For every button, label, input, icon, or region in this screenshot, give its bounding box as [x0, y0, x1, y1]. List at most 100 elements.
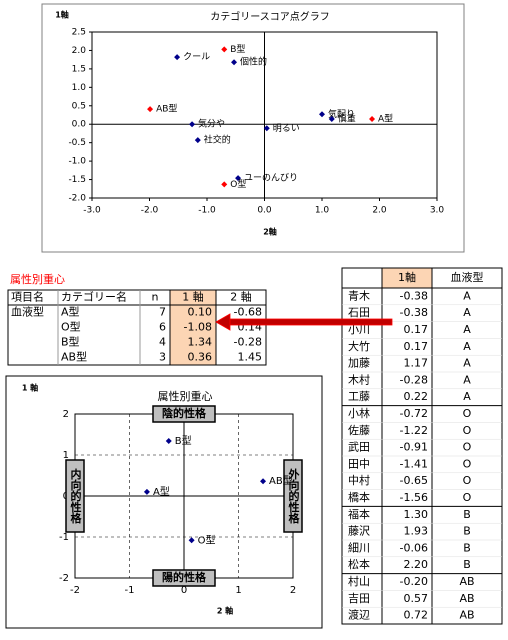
annotation: 陰的性格: [162, 406, 207, 420]
table-cell: -1.22: [400, 424, 428, 437]
table-cell: 0.57: [404, 592, 429, 605]
y-tick-label: 2: [63, 409, 69, 420]
table-cell: O型: [61, 320, 81, 334]
table-cell: 1.93: [404, 525, 429, 538]
point-label: ユーのんびり: [244, 173, 298, 184]
point-label: A型: [153, 485, 170, 498]
point: [189, 121, 196, 128]
table-cell: 村山: [348, 574, 370, 588]
point-label: O型: [230, 179, 246, 190]
table-cell: B: [463, 541, 471, 554]
table-cell: A: [463, 289, 471, 302]
x-tick-label: -2: [70, 585, 80, 596]
table-cell: 小川: [348, 323, 370, 336]
y-tick-label: -1.0: [68, 157, 86, 167]
table-cell: 2.20: [404, 558, 429, 571]
y-tick-label: 0.5: [72, 101, 86, 111]
table-cell: 松本: [348, 557, 370, 571]
table-cell: 0.10: [188, 306, 213, 319]
point: [194, 137, 201, 144]
highlight-cell: [382, 268, 432, 288]
x-tick-label: 1: [235, 585, 241, 596]
link-arrow: [215, 313, 393, 331]
chart-frame: [41, 3, 465, 253]
table-cell: 中村: [348, 473, 370, 487]
point: [319, 111, 325, 118]
y-tick-label: -2.0: [68, 194, 86, 204]
table-cell: AB: [459, 575, 474, 588]
table-cell: B: [463, 558, 471, 571]
table-header: 1 軸: [182, 290, 204, 304]
table-cell: B型: [61, 335, 80, 349]
table-cell: O: [463, 474, 472, 487]
y-tick-label: 2.0: [72, 46, 87, 56]
table-cell: -0.28: [234, 336, 262, 349]
table-cell: A: [463, 306, 471, 319]
table-cell: 青木: [348, 289, 370, 302]
highlight-cell: [170, 350, 216, 365]
point: [165, 438, 172, 445]
table-cell: O: [463, 491, 472, 504]
table-cell: 大竹: [348, 339, 370, 353]
annotation: 内向的性格: [69, 467, 82, 524]
x-tick-label: 1.0: [315, 206, 330, 216]
highlight-cell: [170, 335, 216, 350]
table-cell: 吉田: [348, 592, 370, 605]
point: [235, 175, 242, 182]
x-axis-label: 2 軸: [217, 606, 233, 616]
x-tick-label: 2.0: [372, 206, 387, 216]
annotation-box: [152, 569, 216, 587]
table-cell: A: [463, 340, 471, 353]
y-axis-label: 1 軸: [22, 383, 38, 393]
point: [221, 181, 228, 188]
table-cell: 6: [159, 321, 166, 334]
table-cell: -1.56: [400, 491, 428, 504]
table-cell: 木村: [348, 372, 370, 386]
point: [188, 537, 195, 544]
point-label: 明るい: [273, 123, 300, 134]
highlight-cell: [170, 320, 216, 335]
table-cell: 藤沢: [348, 524, 370, 538]
point-label: A型: [378, 114, 393, 125]
x-tick-label: 0: [181, 585, 187, 596]
table-cell: 小林: [348, 406, 370, 420]
table-header: 血液型: [451, 270, 484, 284]
y-tick-label: 1.5: [72, 64, 86, 74]
point-label: B型: [230, 44, 245, 55]
table-title: 属性別重心: [10, 272, 65, 286]
y-tick-label: 1: [63, 450, 69, 461]
table-cell: -0.38: [400, 306, 428, 319]
table-cell: 1.34: [188, 336, 213, 349]
table-cell: A型: [61, 305, 80, 319]
table-cell: -0.72: [400, 407, 428, 420]
table-cell: B: [463, 508, 471, 521]
table-cell: 橋本: [348, 490, 370, 504]
y-tick-label: 0.0: [72, 120, 87, 130]
point-label: AB型: [156, 104, 177, 115]
point-label: 気分や: [198, 118, 225, 130]
annotation-box: [65, 459, 85, 533]
table-cell: 石田: [348, 306, 370, 319]
y-tick-label: -1.5: [68, 175, 86, 185]
y-tick-label: -0.5: [68, 138, 86, 148]
point: [147, 106, 154, 113]
table-cell: 佐藤: [348, 423, 370, 437]
table-cell: AB型: [61, 350, 87, 364]
x-tick-label: -1.0: [198, 206, 216, 216]
table-cell: 0.36: [188, 351, 213, 364]
table-cell: 細川: [348, 541, 370, 554]
point: [143, 488, 150, 495]
table-cell: 1.17: [404, 357, 429, 370]
point-label: 個性的: [240, 56, 267, 68]
table-cell: -0.06: [400, 541, 428, 554]
point-label: 気配り: [328, 108, 355, 120]
chart-title: 属性別重心: [158, 389, 213, 403]
table-border: [7, 289, 267, 366]
table-cell: B: [463, 525, 471, 538]
table-cell: A: [463, 357, 471, 370]
table-cell: 血液型: [11, 305, 44, 319]
table-cell: A: [463, 323, 471, 336]
table-cell: 武田: [348, 441, 370, 454]
table-cell: 4: [159, 336, 166, 349]
